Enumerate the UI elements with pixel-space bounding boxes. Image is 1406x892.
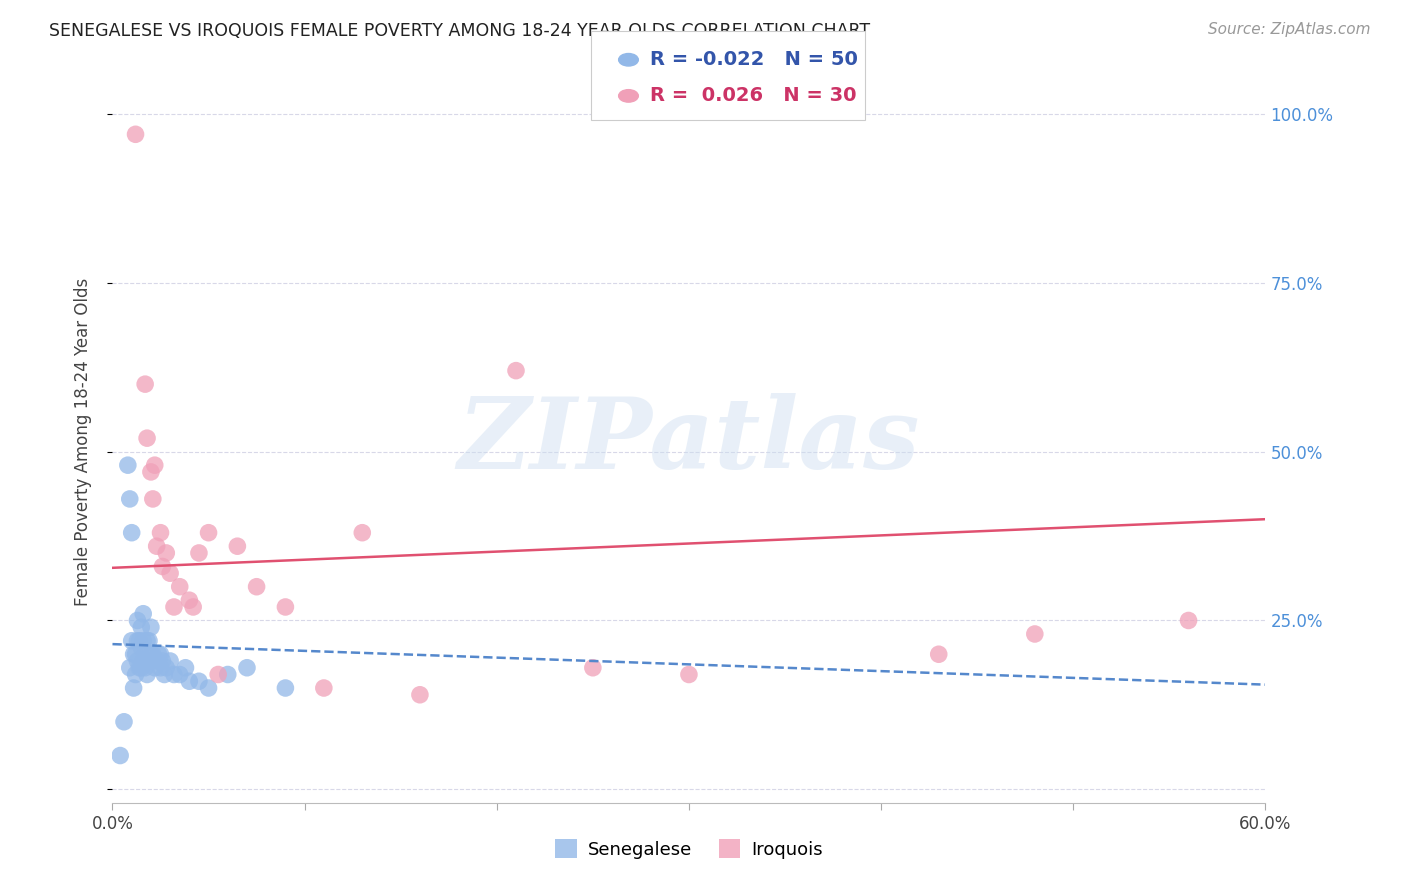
Point <box>139 654 162 668</box>
Point <box>181 599 204 614</box>
Point <box>169 667 191 681</box>
Point <box>226 539 249 553</box>
Point <box>1024 627 1046 641</box>
Point <box>118 661 141 675</box>
Point <box>122 681 145 695</box>
Point <box>138 654 160 668</box>
Point <box>134 661 156 675</box>
Text: Source: ZipAtlas.com: Source: ZipAtlas.com <box>1208 22 1371 37</box>
Point <box>197 681 219 695</box>
Text: ZIPatlas: ZIPatlas <box>458 393 920 490</box>
Point <box>136 667 159 681</box>
Point <box>128 661 150 675</box>
Point <box>129 661 153 675</box>
Point <box>142 491 165 506</box>
Point <box>136 431 159 445</box>
Point <box>136 633 159 648</box>
Point <box>138 633 160 648</box>
Point <box>149 647 172 661</box>
Point <box>124 647 146 661</box>
Point <box>127 633 149 648</box>
Point <box>145 539 167 553</box>
Point <box>148 647 170 661</box>
Point <box>134 377 156 392</box>
Point <box>179 674 201 689</box>
Point <box>246 580 269 594</box>
Point <box>152 559 174 574</box>
Point <box>121 525 143 540</box>
Point <box>163 599 186 614</box>
Point <box>121 633 143 648</box>
Point <box>108 748 131 763</box>
Legend: Senegalese, Iroquois: Senegalese, Iroquois <box>548 832 830 866</box>
Point <box>1177 614 1199 628</box>
Point <box>132 607 155 621</box>
Point <box>159 566 181 581</box>
Point <box>197 525 219 540</box>
Point <box>409 688 432 702</box>
Point <box>174 661 197 675</box>
Point <box>143 661 166 675</box>
Point <box>127 614 149 628</box>
Point <box>145 654 167 668</box>
Point <box>163 667 186 681</box>
Point <box>124 667 146 681</box>
Point <box>169 580 191 594</box>
Point <box>127 654 149 668</box>
Point <box>188 546 211 560</box>
Point <box>139 620 162 634</box>
Point <box>153 667 176 681</box>
Point <box>112 714 135 729</box>
Point <box>505 364 527 378</box>
Point <box>928 647 950 661</box>
Point <box>678 667 700 681</box>
Point <box>122 647 145 661</box>
Point <box>274 599 297 614</box>
Point <box>139 647 162 661</box>
Point <box>149 661 172 675</box>
Point <box>207 667 229 681</box>
Point <box>159 654 181 668</box>
Point <box>179 593 201 607</box>
Point <box>117 458 139 472</box>
Point <box>274 681 297 695</box>
Point <box>124 128 146 142</box>
Point <box>217 667 239 681</box>
Text: R = -0.022   N = 50: R = -0.022 N = 50 <box>650 50 858 70</box>
Point <box>155 661 177 675</box>
Point <box>129 620 153 634</box>
Point <box>143 458 166 472</box>
Point <box>582 661 605 675</box>
Point <box>152 654 174 668</box>
Point <box>155 546 177 560</box>
Point <box>142 647 165 661</box>
Point <box>129 640 153 655</box>
Text: R =  0.026   N = 30: R = 0.026 N = 30 <box>650 87 856 105</box>
Point <box>128 633 150 648</box>
Point <box>352 525 374 540</box>
Text: SENEGALESE VS IROQUOIS FEMALE POVERTY AMONG 18-24 YEAR OLDS CORRELATION CHART: SENEGALESE VS IROQUOIS FEMALE POVERTY AM… <box>49 22 870 40</box>
Point <box>139 465 162 479</box>
Point <box>188 674 211 689</box>
Point <box>149 525 172 540</box>
Point <box>236 661 259 675</box>
Point <box>312 681 335 695</box>
Point <box>132 654 155 668</box>
Point <box>132 633 155 648</box>
Point <box>118 491 141 506</box>
Point <box>134 647 156 661</box>
Y-axis label: Female Poverty Among 18-24 Year Olds: Female Poverty Among 18-24 Year Olds <box>73 277 91 606</box>
